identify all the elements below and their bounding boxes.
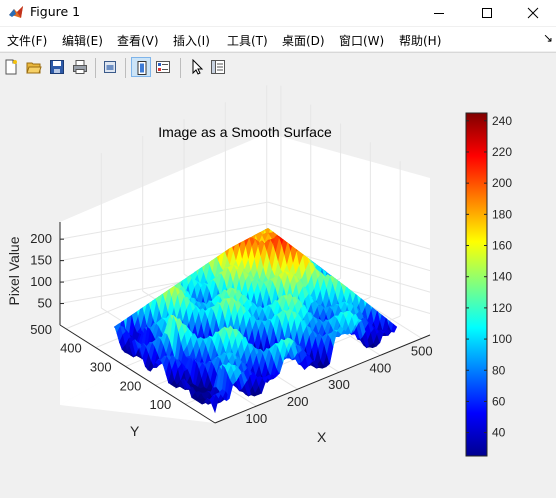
menu-window[interactable]: 窗口(W) <box>339 34 385 48</box>
plot-tools-icon <box>211 60 225 74</box>
window-title: Figure 1 <box>30 4 81 19</box>
link-plot-button[interactable] <box>131 57 151 77</box>
menu-edit[interactable]: 编辑(E) <box>62 34 103 48</box>
colorbar: 40 60 80 100 120 140 160 180 200 220 240 <box>465 112 512 457</box>
menu-desktop[interactable]: 桌面(D) <box>282 34 325 48</box>
colorbar-tick-label: 120 <box>492 301 512 315</box>
dock-arrow-icon[interactable]: ↘ <box>543 31 554 45</box>
x-tick-label: 300 <box>328 377 350 392</box>
toolbar-separator <box>95 58 96 78</box>
colorbar-ticks: 40 60 80 100 120 140 160 180 200 220 240 <box>466 114 512 440</box>
edit-plot-button[interactable] <box>187 57 207 77</box>
print-button[interactable] <box>70 57 90 77</box>
matlab-icon <box>8 4 24 20</box>
x-axis-label: X <box>317 429 327 445</box>
maximize-button[interactable] <box>464 0 510 26</box>
new-figure-icon <box>5 59 17 75</box>
x-tick-label: 100 <box>245 411 267 426</box>
link-plot-icon <box>137 61 147 75</box>
z-tick-label: 100 <box>30 274 52 289</box>
close-button[interactable] <box>510 0 556 26</box>
insert-colorbar-icon <box>156 61 170 73</box>
edit-plot-icon <box>192 59 204 75</box>
save-button[interactable] <box>47 57 67 77</box>
colorbar-tick-label: 140 <box>492 270 512 284</box>
colorbar-tick-label: 200 <box>492 176 512 190</box>
z-tick-label: 150 <box>30 253 52 268</box>
x-tick-label: 200 <box>287 394 309 409</box>
colorbar-gradient <box>465 112 488 457</box>
maximize-icon <box>482 8 492 18</box>
colorbar-tick-label: 60 <box>492 394 506 408</box>
x-tick-label: 400 <box>370 360 392 375</box>
menu-view[interactable]: 查看(V) <box>117 34 159 48</box>
x-axis-ticks: 100 200 300 400 500 <box>245 343 432 426</box>
x-tick-label: 500 <box>411 343 433 358</box>
menu-bar: 文件(F) 编辑(E) 查看(V) 插入(I) 工具(T) 桌面(D) 窗口(W… <box>0 27 556 51</box>
new-figure-button[interactable] <box>1 57 21 77</box>
z-axis-ticks: 50 100 150 200 <box>30 231 64 311</box>
print-preview-icon <box>104 61 116 73</box>
y-tick-label: 300 <box>90 359 112 374</box>
colorbar-tick-label: 160 <box>492 239 512 253</box>
minimize-button[interactable] <box>416 0 462 26</box>
title-bar: Figure 1 <box>0 0 556 26</box>
z-tick-label: 50 <box>38 296 52 311</box>
colorbar-tick-label: 240 <box>492 114 512 128</box>
z-axis-label: Pixel Value <box>6 236 22 305</box>
plot-tools-button[interactable] <box>208 57 228 77</box>
save-icon <box>50 60 64 74</box>
z-tick-label: 200 <box>30 231 52 246</box>
y-tick-label: 100 <box>149 397 171 412</box>
y-tick-label: 500 <box>30 322 52 337</box>
toolbar <box>0 52 556 84</box>
toolbar-separator <box>180 58 181 78</box>
minimize-icon <box>434 13 444 14</box>
menu-tools[interactable]: 工具(T) <box>227 34 268 48</box>
open-file-button[interactable] <box>24 57 44 77</box>
menu-file[interactable]: 文件(F) <box>7 34 48 48</box>
toolbar-separator <box>125 58 126 78</box>
menu-help[interactable]: 帮助(H) <box>399 34 442 48</box>
y-axis-label: Y <box>130 423 140 439</box>
y-tick-label: 400 <box>60 341 82 356</box>
print-icon <box>73 60 87 74</box>
figure-canvas: Image as a Smooth Surface Pixel Value Y … <box>0 83 556 498</box>
print-preview-button[interactable] <box>100 57 120 77</box>
y-tick-label: 200 <box>120 378 142 393</box>
colorbar-tick-label: 80 <box>492 363 506 377</box>
open-file-icon <box>26 62 42 74</box>
chart-title: Image as a Smooth Surface <box>158 124 332 140</box>
close-icon <box>527 7 539 19</box>
y-axis-ticks: 100 200 300 400 500 <box>30 322 171 412</box>
menu-insert[interactable]: 插入(I) <box>173 34 210 48</box>
colorbar-tick-label: 100 <box>492 332 512 346</box>
colorbar-tick-label: 180 <box>492 207 512 221</box>
colorbar-tick-label: 220 <box>492 145 512 159</box>
insert-colorbar-button[interactable] <box>153 57 173 77</box>
colorbar-tick-label: 40 <box>492 426 506 440</box>
surface-plot[interactable]: Image as a Smooth Surface Pixel Value Y … <box>0 83 556 498</box>
